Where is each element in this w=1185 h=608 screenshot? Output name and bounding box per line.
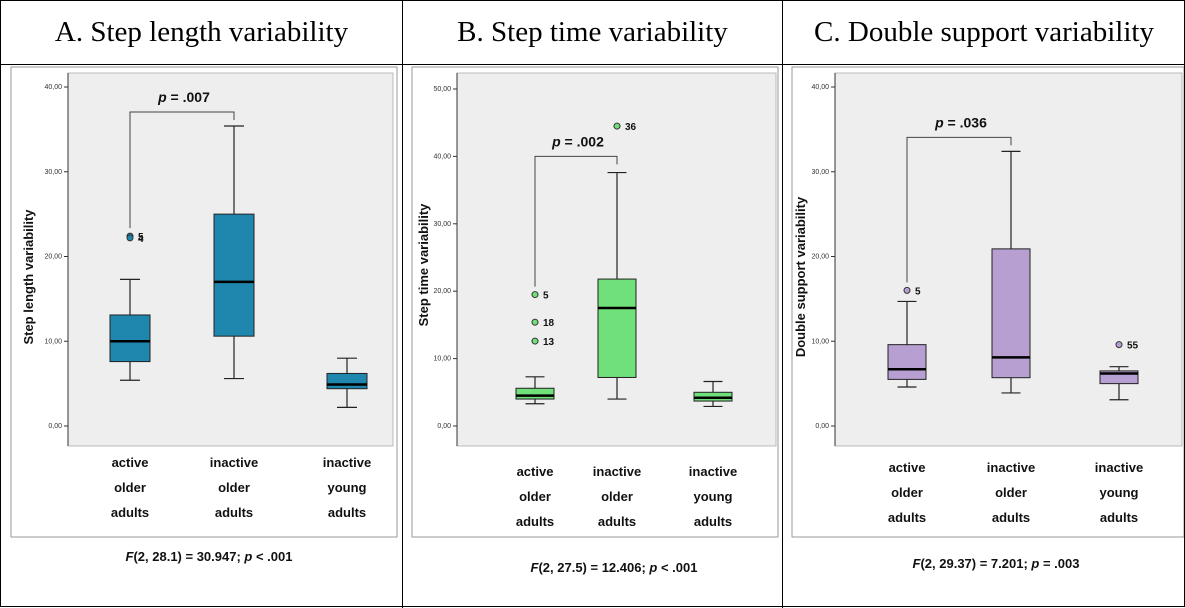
- iqr-box: [887, 344, 927, 380]
- outlier-label: 36: [625, 122, 637, 133]
- panel-c-title: C. Double support variability: [814, 16, 1154, 48]
- y-tick-label: 20,00: [44, 254, 62, 261]
- significance-bracket: [129, 111, 235, 229]
- panel-b-title: B. Step time variability: [457, 16, 728, 48]
- test-statistic: F(2, 29.37) = 7.201; p = .003: [913, 556, 1080, 571]
- x-category-label: young: [1100, 485, 1139, 500]
- test-statistic: F(2, 28.1) = 30.947; p < .001: [126, 549, 293, 564]
- iqr-box: [597, 278, 637, 378]
- box-1: 5: [887, 286, 927, 388]
- outlier-point: [126, 234, 134, 242]
- box-2: [991, 150, 1031, 394]
- significance-label: p = .036: [934, 114, 987, 130]
- y-axis-label: Step time variability: [416, 203, 431, 327]
- panel-b-chart: 0,00 10,00 20,00 30,00 40,00 50,00 Step time v…: [411, 66, 779, 575]
- box-3: 55: [1099, 341, 1139, 401]
- y-tick-label: 20,00: [433, 288, 451, 295]
- y-tick-label: 50,00: [433, 86, 451, 93]
- outlier-point: [531, 337, 539, 345]
- y-tick-label: 30,00: [44, 169, 62, 176]
- column-divider: [402, 1, 403, 608]
- panel-a-chart: 0,00 10,00 20,00 30,00 40,00 Step length vari…: [10, 66, 398, 564]
- x-category-label: active: [517, 464, 554, 479]
- outlier-point: [531, 291, 539, 299]
- y-tick-label: 30,00: [433, 221, 451, 228]
- iqr-box: [213, 213, 255, 337]
- y-tick-label: 40,00: [811, 84, 829, 91]
- box-1: 5 18 13: [515, 291, 555, 405]
- outlier-label: 18: [543, 318, 555, 329]
- x-category-label: active: [112, 455, 149, 470]
- iqr-box: [515, 387, 555, 400]
- x-category-label: adults: [516, 514, 554, 529]
- box-2: 36: [597, 122, 637, 400]
- x-category-label: older: [218, 480, 250, 495]
- box-3: [326, 357, 368, 408]
- y-axis-label: Step length variability: [21, 209, 36, 345]
- panel-a-title: A. Step length variability: [54, 16, 349, 48]
- y-tick-label: 10,00: [44, 338, 62, 345]
- outlier-label: 5: [543, 291, 549, 302]
- x-category-label: older: [601, 489, 633, 504]
- y-tick-label: 10,00: [811, 338, 829, 345]
- x-category-label: older: [995, 485, 1027, 500]
- box-3: [693, 380, 733, 408]
- y-tick-label: 0,00: [48, 423, 62, 430]
- x-category-label: inactive: [210, 455, 258, 470]
- significance-bracket: [534, 155, 618, 287]
- x-category-label: young: [694, 489, 733, 504]
- x-category-label: adults: [328, 505, 366, 520]
- box-2: [213, 125, 255, 380]
- x-category-label: inactive: [323, 455, 371, 470]
- outlier-label: 5: [915, 286, 921, 297]
- box-1: 54: [109, 232, 151, 381]
- significance-label: p = .007: [157, 89, 210, 105]
- outlier-label: 55: [1127, 341, 1139, 352]
- y-tick-label: 40,00: [433, 153, 451, 160]
- test-statistic: F(2, 27.5) = 12.406; p < .001: [531, 560, 698, 575]
- x-category-label: inactive: [1095, 460, 1143, 475]
- x-category-label: young: [328, 480, 367, 495]
- y-tick-label: 40,00: [44, 84, 62, 91]
- outlier-label: 13: [543, 337, 555, 348]
- y-tick-label: 0,00: [815, 423, 829, 430]
- x-category-label: active: [889, 460, 926, 475]
- x-category-label: adults: [111, 505, 149, 520]
- significance-label: p = .002: [551, 133, 604, 149]
- iqr-box: [326, 372, 368, 390]
- x-category-label: adults: [1100, 510, 1138, 525]
- x-category-label: adults: [215, 505, 253, 520]
- x-category-label: older: [114, 480, 146, 495]
- y-tick-label: 20,00: [811, 254, 829, 261]
- outlier-point: [1115, 341, 1123, 349]
- y-tick-label: 0,00: [437, 423, 451, 430]
- outlier-label: 5: [138, 232, 144, 243]
- significance-bracket: [906, 136, 1012, 283]
- y-tick-label: 30,00: [811, 169, 829, 176]
- x-category-label: adults: [694, 514, 732, 529]
- x-category-label: adults: [888, 510, 926, 525]
- outlier-point: [531, 318, 539, 326]
- x-category-label: older: [519, 489, 551, 504]
- header-divider: [1, 64, 1185, 65]
- y-tick-label: 10,00: [433, 356, 451, 363]
- outlier-point: [903, 286, 911, 294]
- outlier-label: 4: [138, 234, 144, 245]
- iqr-box: [109, 314, 151, 363]
- outlier-point: [613, 122, 621, 130]
- x-category-label: adults: [992, 510, 1030, 525]
- x-category-label: adults: [598, 514, 636, 529]
- x-category-label: older: [891, 485, 923, 500]
- column-divider: [782, 1, 783, 608]
- x-category-label: inactive: [593, 464, 641, 479]
- panel-c-chart: 0,00 10,00 20,00 30,00 40,00 Double support v…: [791, 66, 1184, 571]
- x-category-label: inactive: [987, 460, 1035, 475]
- x-category-label: inactive: [689, 464, 737, 479]
- y-axis-label: Double support variability: [793, 196, 808, 357]
